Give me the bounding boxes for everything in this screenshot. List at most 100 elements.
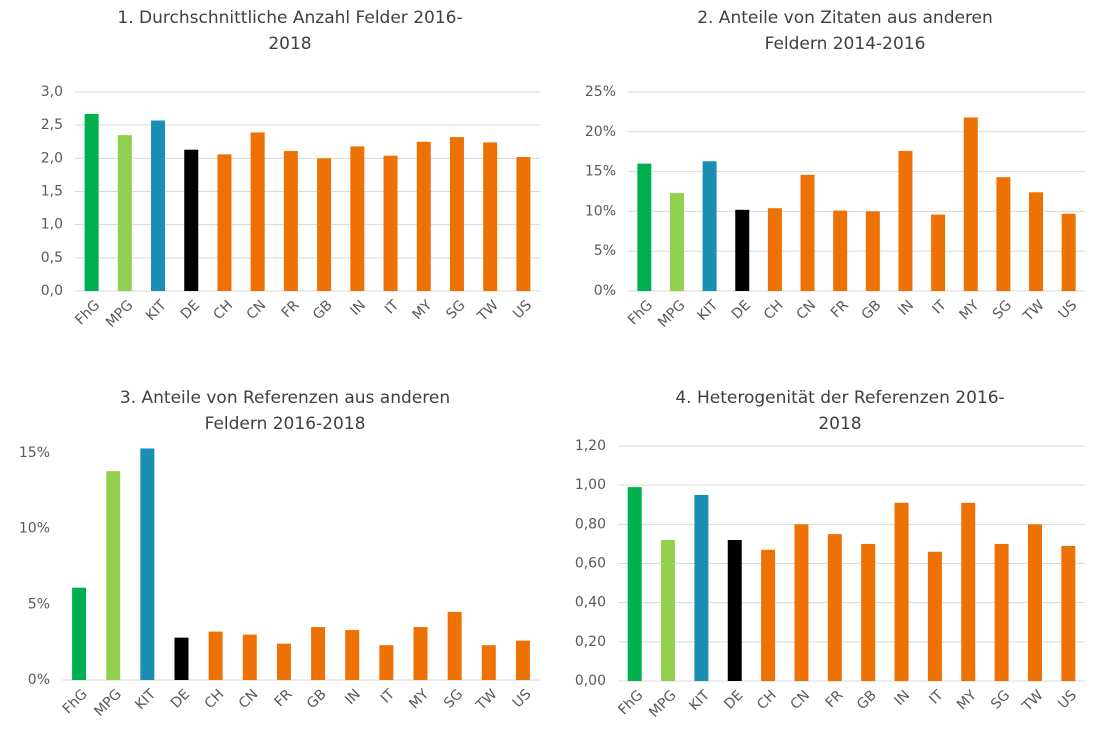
- x-tick-label: MY: [956, 297, 982, 323]
- bar: [865, 211, 880, 291]
- x-tick-label: IN: [895, 297, 917, 319]
- bar: [449, 137, 464, 291]
- x-tick-label: FhG: [72, 297, 103, 328]
- x-tick-label: MY: [954, 687, 980, 713]
- x-tick-label: FhG: [615, 687, 646, 718]
- x-tick-label: KIT: [694, 297, 721, 324]
- x-tick-label: MPG: [91, 686, 124, 719]
- x-tick-label: FhG: [60, 686, 91, 717]
- chart-title: 1. Durchschnittliche Anzahl Felder 2016-: [117, 8, 462, 28]
- y-tick-label: 15%: [585, 164, 616, 180]
- x-tick-label: IN: [342, 686, 364, 708]
- bar: [996, 177, 1011, 291]
- bar: [250, 132, 265, 291]
- x-tick-label: GB: [859, 297, 885, 323]
- x-tick-label: FR: [828, 297, 852, 321]
- x-tick-label: IT: [382, 297, 403, 318]
- x-tick-label: US: [1055, 297, 1080, 322]
- x-tick-label: SG: [990, 297, 1015, 322]
- x-tick-label: TW: [474, 297, 502, 325]
- bar: [833, 210, 848, 291]
- y-tick-label: 5%: [28, 596, 50, 612]
- x-tick-label: FR: [279, 297, 303, 321]
- bar: [1061, 545, 1076, 681]
- bar: [767, 208, 782, 291]
- y-tick-label: 10%: [19, 521, 50, 537]
- chart-title: 2018: [268, 34, 311, 54]
- x-tick-label: SG: [443, 297, 468, 322]
- x-tick-label: US: [510, 686, 535, 711]
- bar: [963, 117, 978, 291]
- x-tick-label: SG: [441, 686, 466, 711]
- y-tick-label: 5%: [594, 243, 616, 259]
- bar: [383, 155, 398, 291]
- bar: [481, 645, 496, 680]
- chart-title: Feldern 2014-2016: [765, 34, 926, 54]
- x-tick-label: IT: [378, 686, 399, 707]
- y-tick-label: 2,0: [41, 150, 63, 166]
- x-tick-label: FhG: [625, 297, 656, 328]
- bar: [276, 643, 291, 680]
- y-tick-label: 1,00: [575, 477, 606, 493]
- x-tick-label: TW: [1019, 687, 1047, 715]
- bar: [106, 471, 121, 680]
- bar: [898, 150, 913, 291]
- bar: [1027, 524, 1042, 681]
- x-tick-label: DE: [168, 686, 193, 711]
- x-tick-label: FR: [823, 687, 847, 711]
- x-tick-label: TW: [473, 686, 501, 714]
- bar: [283, 151, 298, 291]
- chart-title: 3. Anteile von Referenzen aus anderen: [120, 388, 450, 408]
- x-tick-label: MY: [406, 686, 432, 712]
- bar: [661, 540, 676, 681]
- bar: [515, 640, 530, 680]
- bar: [1061, 213, 1076, 291]
- x-tick-label: DE: [721, 687, 746, 712]
- y-tick-label: 10%: [585, 203, 616, 219]
- bar: [140, 448, 155, 680]
- bar: [702, 161, 717, 291]
- bar: [413, 627, 428, 680]
- y-tick-label: 2,5: [41, 117, 63, 133]
- x-tick-label: DE: [729, 297, 754, 322]
- bar: [1029, 192, 1044, 291]
- y-tick-label: 0,60: [575, 556, 606, 572]
- x-tick-label: CH: [761, 297, 787, 323]
- x-tick-label: CN: [787, 687, 813, 713]
- y-tick-label: 0,20: [575, 634, 606, 650]
- bar: [72, 587, 87, 680]
- x-tick-label: MPG: [646, 687, 679, 720]
- bar: [242, 634, 257, 680]
- bar: [931, 214, 946, 291]
- bar: [761, 549, 776, 681]
- x-tick-label: KIT: [143, 297, 170, 324]
- bar: [827, 534, 842, 681]
- bar: [794, 524, 809, 681]
- x-tick-label: CH: [202, 686, 228, 712]
- x-tick-label: US: [1055, 687, 1080, 712]
- bar: [345, 630, 360, 680]
- bar: [208, 631, 223, 680]
- y-tick-label: 1,0: [41, 217, 63, 233]
- x-tick-label: CH: [210, 297, 236, 323]
- bar: [174, 637, 189, 680]
- y-tick-label: 0,40: [575, 595, 606, 611]
- x-tick-label: GB: [854, 687, 880, 713]
- y-tick-label: 0%: [594, 283, 616, 299]
- bar: [735, 209, 750, 291]
- y-tick-label: 0,00: [575, 673, 606, 689]
- bar: [151, 120, 166, 291]
- x-tick-label: KIT: [132, 686, 159, 713]
- y-tick-label: 0,0: [41, 283, 63, 299]
- bar: [483, 142, 498, 291]
- bar: [961, 502, 976, 681]
- x-tick-label: CN: [236, 686, 262, 712]
- x-tick-label: US: [510, 297, 535, 322]
- x-tick-label: CN: [794, 297, 820, 323]
- y-tick-label: 1,20: [575, 438, 606, 454]
- x-tick-label: DE: [178, 297, 203, 322]
- x-tick-label: CN: [244, 297, 270, 323]
- bar: [84, 113, 99, 291]
- bar: [927, 551, 942, 681]
